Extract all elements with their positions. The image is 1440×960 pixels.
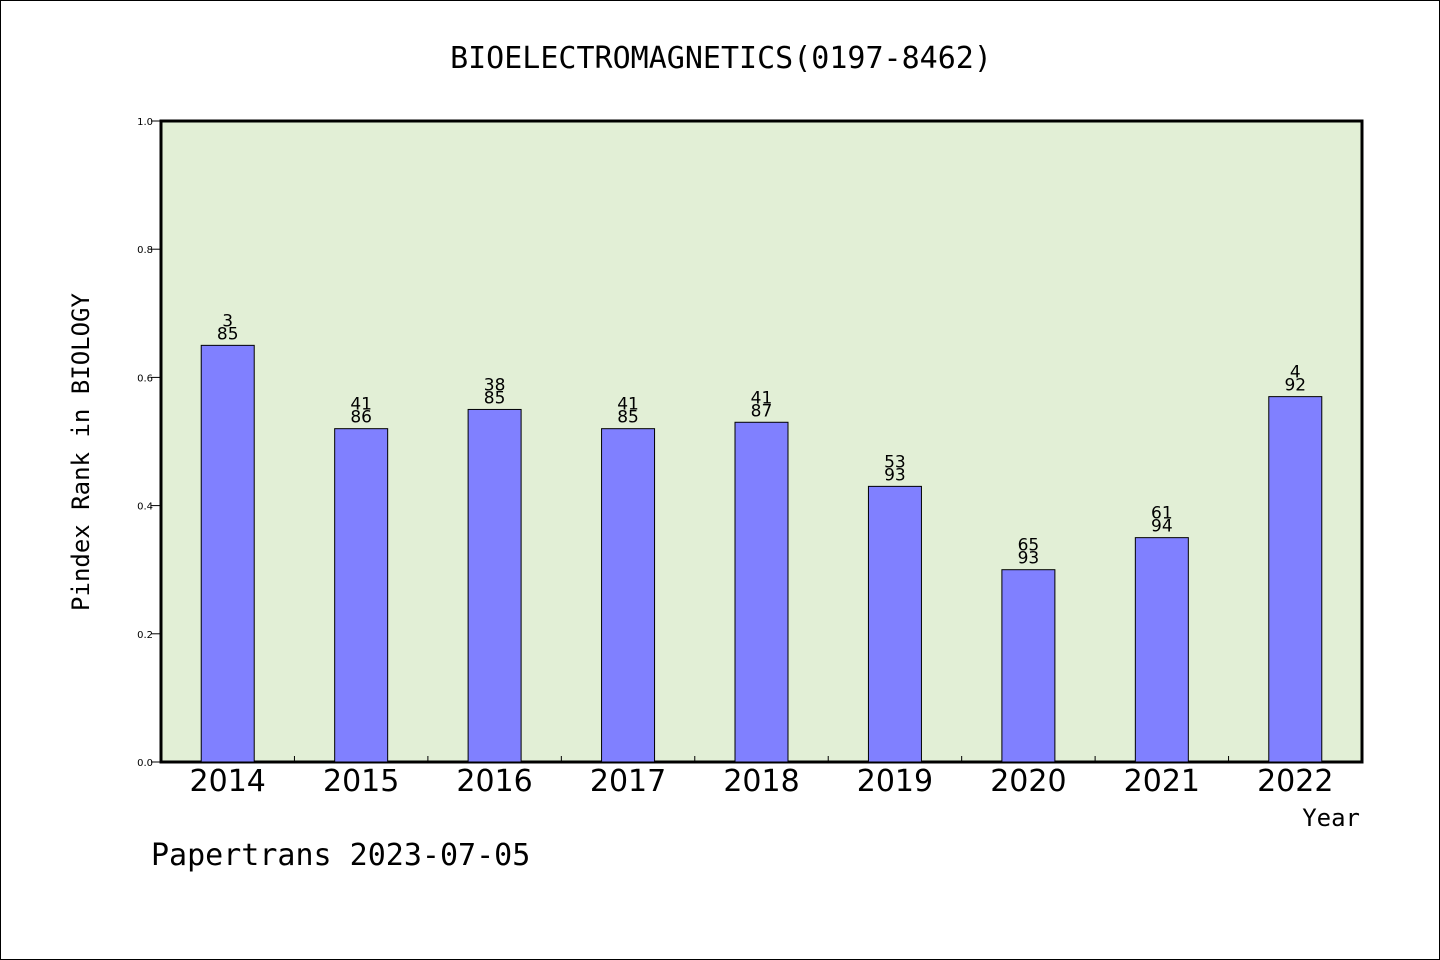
y-tick-label: 0.8	[137, 245, 153, 256]
rank-label: 3	[222, 311, 233, 331]
total-label: 85	[617, 408, 639, 428]
rank-label: 53	[884, 452, 906, 472]
x-tick-label: 2022	[1257, 764, 1333, 799]
bar-2022	[1268, 396, 1323, 763]
rank-label: 41	[350, 395, 372, 415]
y-tick-label: 0.2	[137, 630, 153, 641]
x-tick-label: 2016	[456, 764, 532, 799]
total-label: 86	[350, 408, 372, 428]
total-label: 85	[484, 388, 506, 408]
footer-credit: Papertrans 2023-07-05	[151, 838, 530, 873]
bar-2015	[334, 428, 389, 763]
y-axis-label: Pindex Rank in BIOLOGY	[67, 293, 95, 611]
rank-label: 4	[1290, 363, 1301, 383]
x-tick-label: 2015	[323, 764, 399, 799]
y-axis-ticks: 0.0 0.2 0.4 0.6 0.8 1.0	[137, 117, 161, 769]
chart-title: BIOELECTROMAGNETICS(0197-8462)	[450, 41, 992, 76]
bar-2014	[200, 344, 255, 763]
rank-label: 61	[1151, 504, 1173, 524]
y-tick-label: 0.4	[137, 502, 153, 513]
total-label: 93	[1018, 549, 1040, 569]
x-tick-label: 2018	[723, 764, 799, 799]
y-tick-label: 0.6	[137, 373, 153, 384]
rank-label: 38	[484, 375, 506, 395]
x-tick-label: 2019	[857, 764, 933, 799]
rank-label: 41	[617, 395, 639, 415]
bar-2019	[867, 485, 922, 763]
x-axis-ticks: 2014 2015 2016 2017 2018 2019 2020 2021 2022	[190, 756, 1333, 799]
bars-group	[200, 344, 1323, 763]
rank-label: 41	[751, 388, 773, 408]
total-label: 93	[884, 465, 906, 485]
x-tick-label: 2014	[190, 764, 266, 799]
total-label: 94	[1151, 517, 1173, 537]
x-tick-label: 2021	[1124, 764, 1200, 799]
x-tick-label: 2017	[590, 764, 666, 799]
bar-2020	[1001, 569, 1056, 763]
y-tick-label: 0.0	[137, 758, 153, 769]
y-tick-label: 1.0	[137, 117, 153, 128]
rank-label: 65	[1018, 536, 1040, 556]
total-label: 87	[751, 401, 773, 421]
bar-2018	[734, 421, 789, 763]
bar-2021	[1134, 537, 1189, 763]
bar-2016	[467, 408, 522, 763]
total-label: 92	[1284, 376, 1306, 396]
total-label: 85	[217, 324, 239, 344]
x-axis-label: Year	[1302, 804, 1360, 832]
bar-2017	[601, 428, 656, 763]
x-tick-label: 2020	[990, 764, 1066, 799]
